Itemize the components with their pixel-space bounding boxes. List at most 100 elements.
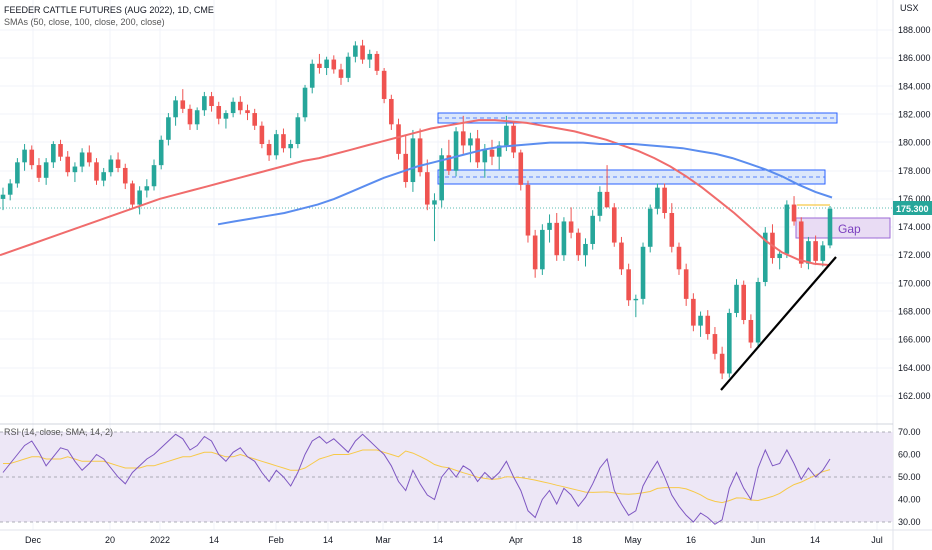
rsi-tick-label: 30.00 — [898, 517, 921, 527]
candle-body — [94, 162, 99, 181]
rsi-legend[interactable]: RSI (14, close, SMA, 14, 2) — [4, 427, 114, 437]
candle-body — [676, 246, 682, 270]
candle-body — [151, 165, 157, 187]
candle-body — [338, 69, 344, 78]
candle-body — [374, 53, 380, 71]
gap-box[interactable]: Gap — [795, 217, 891, 239]
candle-body — [525, 184, 531, 236]
candle-body — [0, 194, 6, 199]
candle-body — [7, 183, 13, 195]
chart-title[interactable]: FEEDER CATTLE FUTURES (AUG 2022), 1D, CM… — [4, 5, 214, 15]
time-tick-label: 14 — [810, 535, 820, 545]
time-tick-label: 16 — [686, 535, 696, 545]
candle-body — [518, 152, 524, 185]
time-axis[interactable]: Dec 20 2022 14 Feb 14 Mar 14 Apr 18 May 16 Jun 14 Jul — [0, 529, 932, 545]
candle-body — [158, 139, 164, 166]
candle-body — [734, 284, 739, 313]
time-tick-label: 20 — [105, 535, 115, 545]
rsi-sma-line — [3, 449, 831, 504]
candle-body — [662, 187, 667, 213]
price-tick-label: 168.000 — [898, 307, 931, 317]
candle-body — [266, 144, 272, 156]
candle-body — [381, 70, 387, 99]
candle-body — [166, 117, 171, 140]
candle-body — [137, 190, 142, 205]
candle-body — [389, 98, 394, 125]
price-tick-label: 178.000 — [898, 166, 931, 176]
time-tick-label: Jun — [751, 535, 766, 545]
candle-body — [748, 319, 754, 343]
price-tick-label: 184.000 — [898, 81, 931, 91]
candle-body — [223, 113, 229, 119]
time-tick-label: Jul — [871, 535, 883, 545]
price-tick-label: 166.000 — [898, 335, 931, 345]
candle-body — [309, 63, 315, 88]
candle-body — [130, 183, 135, 205]
price-tick-label: 180.000 — [898, 138, 931, 148]
candle-body — [101, 172, 106, 181]
time-tick-label: Apr — [509, 535, 523, 545]
candle-body — [619, 242, 624, 270]
candle-body — [727, 312, 732, 374]
rsi-panel: 30.00 40.00 50.00 60.00 70.00 — [0, 423, 921, 527]
time-tick-label: 18 — [572, 535, 582, 545]
time-tick-label: May — [624, 535, 642, 545]
candle-body — [806, 241, 811, 264]
currency-label: USX — [900, 3, 919, 13]
time-tick-label: 14 — [209, 535, 219, 545]
candle-body — [647, 208, 653, 247]
price-tick-label: 188.000 — [898, 25, 931, 35]
time-tick-label: 14 — [323, 535, 333, 545]
candle-body — [504, 125, 509, 146]
candle-body — [15, 162, 20, 184]
candle-body — [36, 165, 42, 178]
candle-body — [417, 138, 423, 173]
candle-body — [691, 298, 696, 326]
candle-body — [547, 222, 552, 230]
candle-body — [216, 106, 222, 119]
candle-body — [777, 253, 782, 259]
candle-body — [86, 152, 92, 163]
candle-body — [683, 269, 689, 299]
candle-body — [453, 131, 459, 171]
candle-body — [640, 246, 646, 299]
candle-body — [209, 96, 214, 107]
candle-body — [784, 204, 790, 254]
candle-body — [360, 45, 365, 60]
price-axis[interactable]: USX 162.000 164.000 166.000 168.000 170.000 1… — [892, 0, 932, 550]
candle-body — [568, 221, 574, 233]
resistance-zone-upper[interactable] — [437, 112, 838, 124]
candle-body — [576, 232, 581, 256]
candle-body — [317, 63, 322, 69]
candle-body — [540, 229, 545, 270]
time-tick-label: 14 — [433, 535, 443, 545]
candle-body — [252, 113, 257, 126]
gap-label: Gap — [838, 222, 861, 236]
candle-body — [295, 117, 301, 145]
candle-body — [626, 269, 631, 301]
candle-body — [367, 53, 373, 60]
time-tick-label: Dec — [25, 535, 42, 545]
rsi-tick-label: 40.00 — [898, 495, 921, 505]
candle-body — [259, 125, 265, 145]
candle-body — [238, 101, 243, 111]
candle-body — [460, 131, 466, 146]
sma-100-line — [217, 141, 833, 226]
candle-body — [611, 207, 617, 243]
candle-body — [698, 315, 703, 326]
candle-body — [345, 56, 351, 78]
candle-body — [324, 59, 329, 69]
resistance-zone-lower[interactable] — [437, 169, 826, 185]
rsi-tick-label: 50.00 — [898, 472, 921, 482]
candle-body — [798, 221, 804, 264]
last-price-tag-text: 175.300 — [896, 204, 929, 214]
candle-body — [194, 110, 200, 125]
support-trend-line[interactable] — [720, 256, 837, 391]
candle-body — [791, 204, 797, 222]
candle-body — [396, 124, 401, 154]
candle-body — [29, 149, 35, 166]
candle-body — [468, 138, 473, 146]
candle-body — [597, 191, 603, 216]
sma-legend[interactable]: SMAs (50, close, 100, close, 200, close) — [4, 17, 165, 27]
